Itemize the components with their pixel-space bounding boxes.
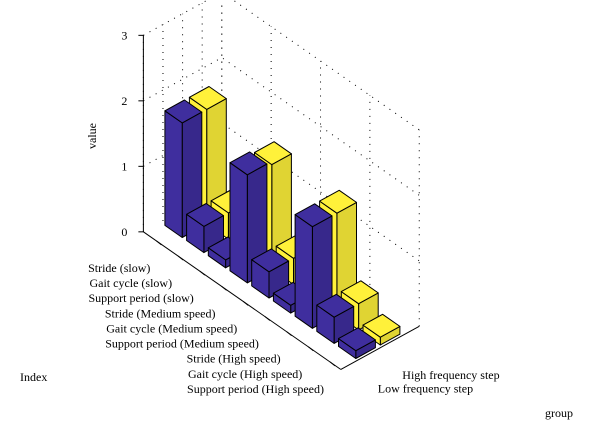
bar-top-face	[254, 141, 292, 166]
x-tick	[286, 331, 292, 337]
group-label: High frequency step	[402, 368, 499, 382]
bar-top-face	[294, 203, 333, 228]
x-tick	[156, 240, 162, 246]
bar-top-face	[229, 151, 268, 176]
bar-top-face	[338, 327, 376, 352]
bar-side-face	[229, 162, 248, 284]
x-tick	[199, 270, 206, 276]
x-tick	[329, 361, 336, 367]
y-axis-label: group	[545, 406, 573, 420]
category-label: Support period (High speed)	[187, 382, 324, 396]
z-tick-label: 0	[121, 225, 127, 239]
bar	[362, 313, 401, 346]
category-label: Stride (Medium speed)	[105, 306, 216, 320]
category-label: Gait cycle (Medium speed)	[106, 321, 237, 335]
axis-layer	[138, 34, 420, 370]
category-label: Support period (Medium speed)	[105, 337, 259, 351]
bar	[186, 203, 224, 254]
x-tick	[264, 316, 271, 321]
x-axis-line	[143, 231, 342, 370]
x-axis-label: Index	[20, 370, 47, 384]
y-axis-line	[340, 325, 420, 370]
bar-top-face	[340, 280, 379, 305]
z-tick-label: 2	[121, 94, 127, 108]
bar-top-face	[164, 99, 203, 124]
bar	[338, 327, 376, 359]
bar-top-face	[319, 189, 357, 214]
bar-layer	[164, 86, 401, 359]
z-tick-label: 1	[121, 159, 127, 173]
category-label: Support period (slow)	[88, 291, 193, 305]
category-label: Gait cycle (slow)	[89, 276, 172, 290]
bar-side-face	[164, 110, 183, 238]
bar-top-face	[251, 248, 290, 273]
x-tick	[242, 301, 249, 306]
z-axis-label: value	[85, 123, 99, 149]
category-label: Stride (High speed)	[187, 352, 281, 366]
group-label: Low frequency step	[378, 382, 473, 396]
bar-side-face	[294, 214, 313, 329]
category-label: Gait cycle (High speed)	[188, 367, 302, 381]
x-tick	[307, 346, 314, 352]
bar-top-face	[186, 203, 224, 227]
bar	[164, 99, 203, 238]
x-tick	[177, 255, 184, 261]
x-tick	[221, 285, 227, 291]
bar	[229, 151, 268, 284]
z-tick-label: 3	[121, 28, 127, 42]
bar-top-face	[362, 313, 401, 338]
category-label: Stride (slow)	[88, 261, 150, 275]
bar-top-face	[188, 86, 227, 110]
bar-top-face	[316, 293, 355, 318]
